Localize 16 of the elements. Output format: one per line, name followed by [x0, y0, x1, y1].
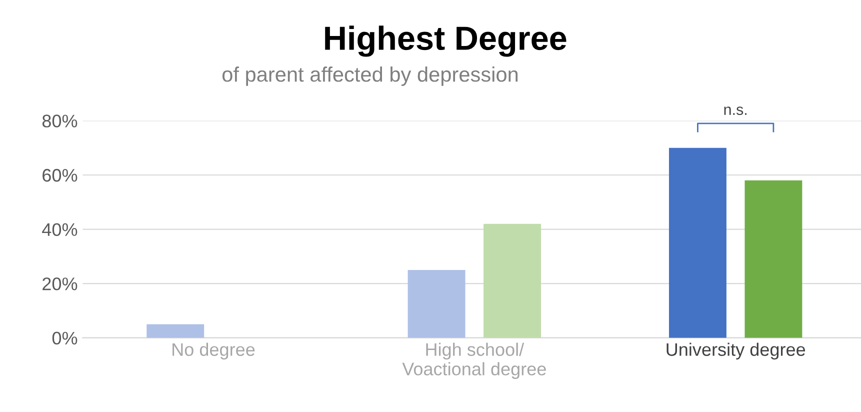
text: n.s. — [724, 106, 746, 115]
bar — [744, 180, 802, 338]
y-tick-label: 60% — [42, 168, 78, 182]
y-tick-label: 80% — [42, 114, 78, 128]
bar — [484, 224, 542, 338]
x-tick-label: High school/ Voactional degree — [402, 342, 546, 379]
chart-subtitle: of parent affected by depression — [222, 66, 518, 86]
y-tick-label: 0% — [52, 332, 78, 345]
x-tick-label: No degree — [172, 342, 255, 360]
x-tick-label: University degree — [666, 342, 806, 360]
y-tick-label: 20% — [42, 277, 78, 290]
y-tick-label: 40% — [42, 223, 78, 236]
bar — [146, 324, 204, 338]
chart-title: Highest Degree — [325, 26, 566, 57]
bar — [408, 270, 466, 338]
bar — [668, 148, 726, 338]
